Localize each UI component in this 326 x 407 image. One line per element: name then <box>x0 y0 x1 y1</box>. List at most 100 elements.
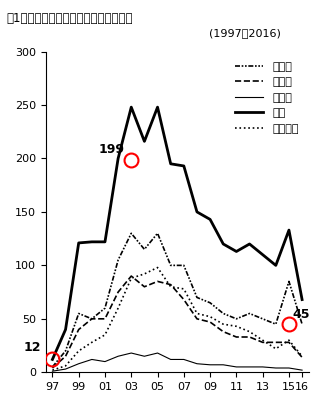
総数 <box>90 239 94 244</box>
報道等 <box>142 354 146 359</box>
立件送致 <box>287 338 291 343</box>
報道等 <box>195 361 199 366</box>
報道等 <box>182 357 186 362</box>
報道等 <box>300 368 304 372</box>
報道等 <box>156 350 159 355</box>
患者側 <box>247 311 251 316</box>
報道等 <box>90 357 94 362</box>
Text: (1997～2016): (1997～2016) <box>209 28 280 39</box>
報道等 <box>221 362 225 367</box>
医療側 <box>103 316 107 321</box>
報道等 <box>116 354 120 359</box>
総数 <box>169 161 173 166</box>
Line: 立件送致: 立件送致 <box>52 267 302 370</box>
医療側 <box>247 335 251 339</box>
総数 <box>182 164 186 168</box>
医療側 <box>208 319 212 324</box>
総数 <box>274 263 278 268</box>
総数 <box>77 241 81 245</box>
総数 <box>51 357 54 362</box>
立件送致 <box>142 271 146 276</box>
医療側 <box>142 284 146 289</box>
立件送致 <box>90 340 94 345</box>
立件送致 <box>51 368 54 372</box>
Text: 図1　医療関連警察届出数と立件送致数: 図1 医療関連警察届出数と立件送致数 <box>7 12 133 25</box>
立件送致 <box>195 311 199 316</box>
総数 <box>234 249 238 254</box>
患者側 <box>116 258 120 263</box>
医療側 <box>234 335 238 339</box>
患者側 <box>103 306 107 311</box>
医療側 <box>274 340 278 345</box>
報道等 <box>64 367 67 372</box>
Text: 199: 199 <box>98 143 125 156</box>
Line: 総数: 総数 <box>52 107 302 359</box>
医療側 <box>116 290 120 295</box>
医療側 <box>129 274 133 278</box>
医療側 <box>169 282 173 287</box>
総数 <box>129 105 133 109</box>
立件送致 <box>103 333 107 337</box>
Line: 患者側: 患者側 <box>52 233 302 367</box>
総数 <box>247 241 251 246</box>
Legend: 患者側, 医療側, 報道等, 総数, 立件送致: 患者側, 医療側, 報道等, 総数, 立件送致 <box>231 57 303 138</box>
立件送致 <box>77 348 81 353</box>
医療側 <box>51 365 54 370</box>
総数 <box>142 139 146 144</box>
立件送致 <box>116 306 120 311</box>
医療側 <box>156 279 159 284</box>
報道等 <box>169 357 173 362</box>
立件送致 <box>169 284 173 289</box>
総数 <box>116 156 120 161</box>
患者側 <box>195 295 199 300</box>
総数 <box>195 210 199 214</box>
立件送致 <box>261 338 265 343</box>
総数 <box>221 241 225 246</box>
報道等 <box>51 369 54 374</box>
総数 <box>300 297 304 302</box>
報道等 <box>129 350 133 355</box>
医療側 <box>300 355 304 360</box>
患者側 <box>90 316 94 321</box>
報道等 <box>103 359 107 364</box>
立件送致 <box>247 329 251 334</box>
患者側 <box>208 300 212 305</box>
報道等 <box>77 361 81 366</box>
総数 <box>261 252 265 257</box>
患者側 <box>261 316 265 321</box>
立件送致 <box>234 324 238 329</box>
患者側 <box>142 247 146 252</box>
立件送致 <box>300 354 304 359</box>
患者側 <box>234 316 238 321</box>
立件送致 <box>156 265 159 270</box>
総数 <box>64 327 67 332</box>
医療側 <box>221 329 225 334</box>
医療側 <box>64 354 67 359</box>
立件送致 <box>182 287 186 291</box>
医療側 <box>90 316 94 321</box>
報道等 <box>234 365 238 370</box>
患者側 <box>51 365 54 370</box>
患者側 <box>221 311 225 316</box>
患者側 <box>156 231 159 236</box>
医療側 <box>287 340 291 345</box>
患者側 <box>274 322 278 326</box>
Line: 医療側: 医療側 <box>52 276 302 368</box>
Line: 報道等: 報道等 <box>52 353 302 371</box>
総数 <box>103 239 107 244</box>
Text: 45: 45 <box>293 308 310 321</box>
総数 <box>156 105 159 109</box>
Text: 12: 12 <box>23 341 41 354</box>
立件送致 <box>221 322 225 326</box>
患者側 <box>77 311 81 316</box>
総数 <box>208 217 212 222</box>
立件送致 <box>274 346 278 351</box>
報道等 <box>287 365 291 370</box>
患者側 <box>300 322 304 326</box>
報道等 <box>274 365 278 370</box>
立件送致 <box>208 314 212 319</box>
立件送致 <box>129 276 133 281</box>
患者側 <box>169 263 173 268</box>
患者側 <box>129 231 133 236</box>
報道等 <box>208 362 212 367</box>
